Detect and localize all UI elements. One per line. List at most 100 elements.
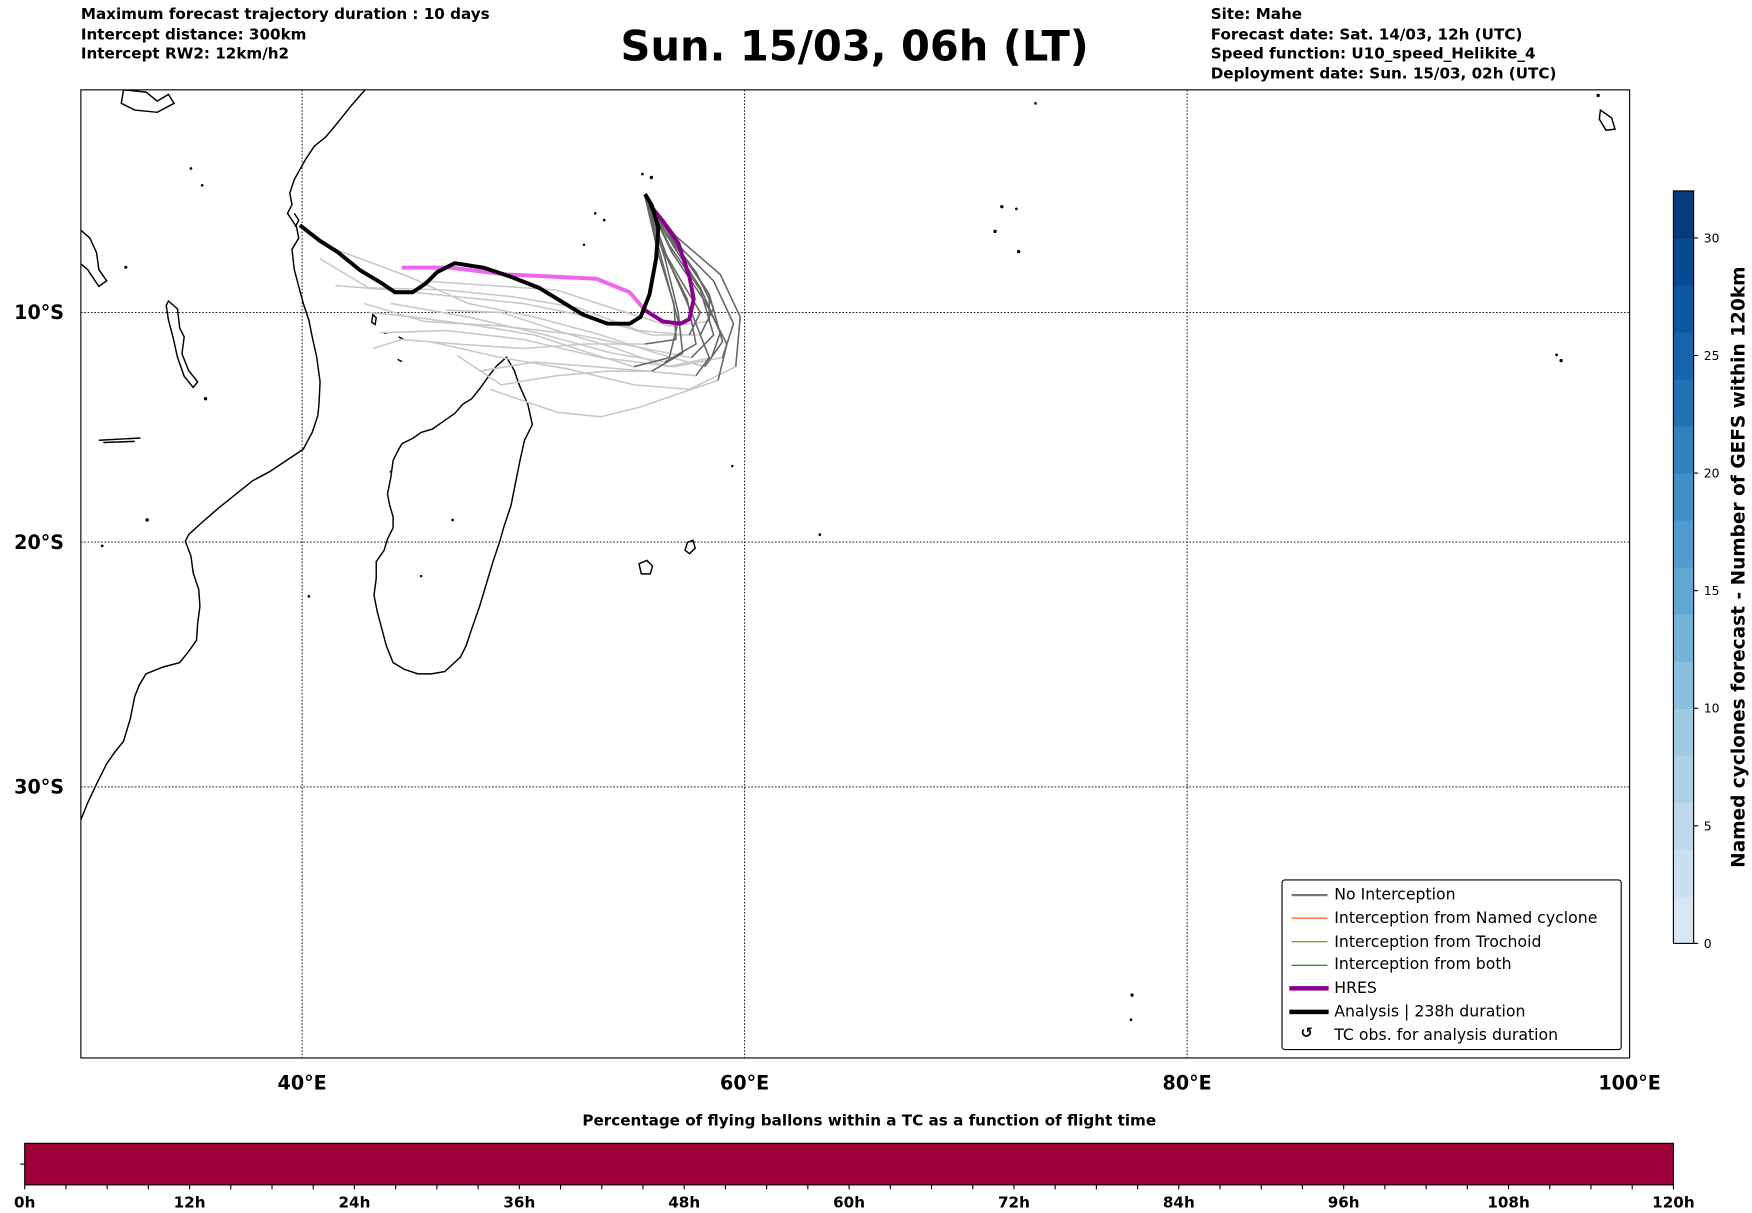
legend-label: HRES [1334,979,1377,998]
colorbar-bin [1673,237,1694,286]
colorbar-bin [1673,802,1694,850]
colorbar-tick-label: 25 [1704,349,1720,363]
legend-label: Analysis | 238h duration [1334,1002,1526,1021]
colorbar-bin [1673,520,1694,568]
hres-trajectory-early [643,203,696,326]
ensemble-trajectory-late [430,340,737,391]
mauritius-island [684,539,697,555]
legend-label: TC obs. for analysis duration [1334,1026,1559,1045]
legend-item: ↺ TC obs. for analysis duration [1283,1024,1621,1048]
seychelles-coast [1598,108,1616,132]
colorbar-tick-label: 15 [1704,584,1720,598]
flight-time-bar: 0h 12h 24h 36h 48h 60h 72h 84h 96h 108h 120h [14,1142,1695,1211]
flight-time-tick-label: 72h [998,1193,1030,1211]
comoros-islands [370,312,404,363]
max-duration-text: Maximum forecast trajectory duration : 1… [80,5,490,24]
legend-swatch [1291,941,1328,943]
colorbar-tick-label: 10 [1704,702,1720,716]
colorbar-bin [1673,190,1694,239]
colorbar-bin [1673,379,1694,427]
speed-function-text: Speed function: U10_speed_Helikite_4 [1210,44,1536,63]
colorbar-label: Named cyclones forecast - Number of GEFS… [1727,266,1750,868]
analysis-trajectory [298,193,661,326]
colorbar-bin [1673,473,1694,521]
legend-label: Interception from both [1334,956,1512,975]
lon-tick-label: 40°E [278,1071,327,1094]
ensemble-trajectory-late [423,280,710,327]
reunion-island [638,559,654,575]
map-gridlines [80,89,1630,1058]
lat-tick-label: 10°S [14,301,64,324]
ensemble-trajectory-late [363,302,692,359]
colorbar-bin [1673,849,1694,897]
flight-time-tick-label: 84h [1163,1193,1195,1211]
legend-swatch [1291,894,1328,896]
colorbar-frame [1672,190,1695,944]
legend-item: Interception from both [1283,954,1621,978]
lon-tick-label: 100°E [1598,1071,1660,1094]
lat-tick-label: 30°S [14,776,64,799]
forecast-date-text: Forecast date: Sat. 14/03, 12h (UTC) [1210,25,1523,44]
colorbar-bin [1673,332,1694,380]
legend-label: No Interception [1334,886,1456,905]
madagascar-coast [373,356,534,675]
lake-tanganyika [80,229,108,288]
colorbar-bin [1673,284,1694,333]
colorbar-bin [1673,896,1694,944]
cyclone-colorbar: 0 5 10 15 20 25 30 [1672,190,1720,951]
forecast-info: Site: Mahe Forecast date: Sat. 14/03, 12… [1211,6,1557,85]
map-axis-labels: 40°E 60°E 80°E 100°E 10°S 20°S 30°S [14,301,1661,1094]
trajectories [298,193,742,418]
ensemble-trajectory-early [644,195,728,381]
flight-time-bar-title: Percentage of flying ballons within a TC… [582,1111,1157,1130]
flight-time-tick-label: 12h [174,1193,206,1211]
colorbar-tick-label: 30 [1704,231,1720,245]
colorbar-bin [1673,567,1694,615]
legend-swatch [1291,917,1328,920]
small-islands [100,93,1600,1022]
lon-tick-label: 60°E [720,1071,769,1094]
ensemble-trajectory-late [323,244,705,368]
intercept-rw2-text: Intercept RW2: 12km/h2 [80,44,290,63]
flight-time-tick-label: 120h [1652,1193,1694,1211]
legend-item: Interception from Trochoid [1283,931,1621,955]
flight-time-tick-label: 48h [668,1193,700,1211]
flight-time-bar-fill [24,1143,1674,1185]
ensemble-trajectory-early [644,196,702,336]
legend-item: Interception from Named cyclone [1283,907,1621,931]
lake-kariba [98,437,141,444]
ensemble-trajectory-late [489,379,719,418]
colorbar-tick-label: 0 [1704,937,1712,951]
legend-label: Interception from Named cyclone [1334,909,1598,928]
tc-obs-marker-icon: ↺ [1300,1025,1313,1043]
legend-label: Interception from Trochoid [1334,932,1542,951]
ensemble-trajectory-late [379,329,723,368]
colorbar-tick-label: 5 [1704,819,1712,833]
flight-time-tick-label: 60h [833,1193,865,1211]
flight-time-tick-label: 108h [1487,1193,1529,1211]
ensemble-trajectory-late [478,361,697,377]
site-text: Site: Mahe [1210,5,1303,24]
hres-trajectory-late [401,265,647,312]
ensemble-trajectory-late [372,338,645,350]
colorbar-bin [1673,426,1694,474]
zanzibar-island [293,212,300,228]
ensemble-trajectory-late [368,311,635,368]
coastlines [80,89,1616,1022]
colorbar-bin [1673,708,1694,756]
legend: No Interception Interception from Named c… [1281,879,1622,1051]
legend-swatch [1291,964,1328,966]
ensemble-trajectory-early [644,195,722,358]
legend-swatch [1289,986,1329,991]
deployment-date-text: Deployment date: Sun. 15/03, 02h (UTC) [1210,64,1557,83]
lon-tick-label: 80°E [1163,1071,1212,1094]
legend-swatch [1289,1009,1329,1014]
map-frame [80,89,1631,1059]
trajectory-settings: Maximum forecast trajectory duration : 1… [81,6,490,65]
legend-item: Analysis | 238h duration [1283,1001,1621,1025]
lake-malawi [165,299,199,389]
flight-time-tick-label: 0h [14,1193,35,1211]
ensemble-trajectory-late [390,302,666,363]
